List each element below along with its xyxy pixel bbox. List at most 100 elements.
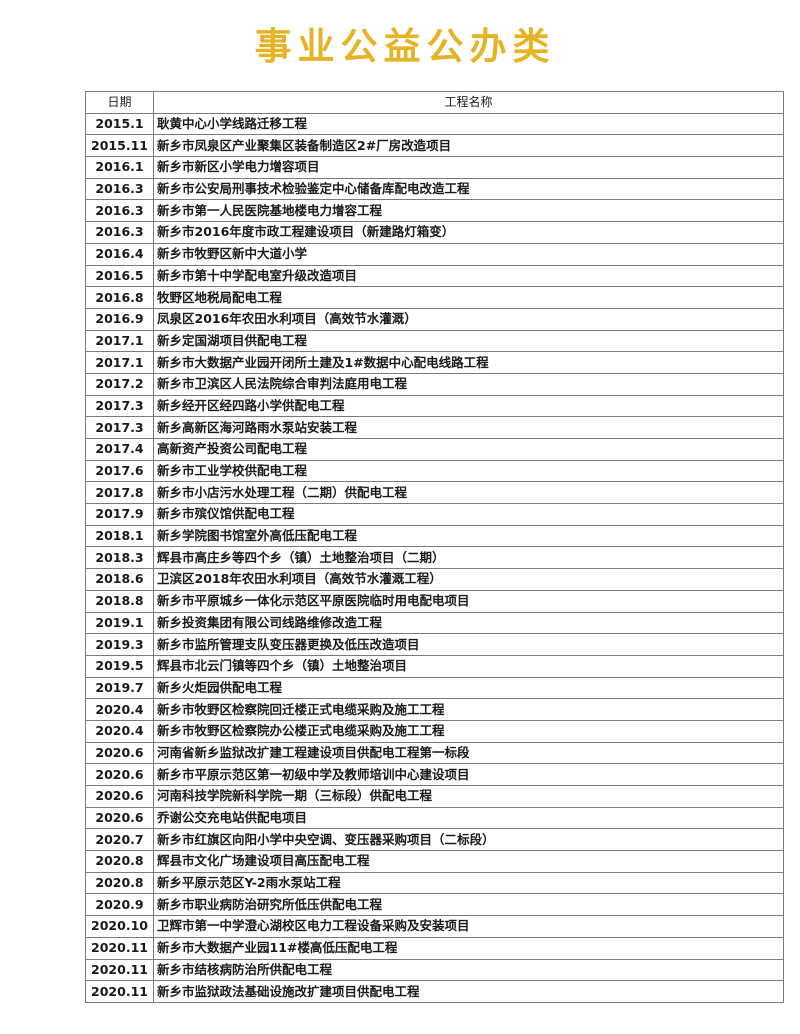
cell-project-name: 新乡市监狱政法基础设施改扩建项目供配电工程 (153, 980, 784, 1003)
cell-date: 2018.3 (85, 546, 154, 570)
cell-project-name: 新乡市卫滨区人民法院综合审判法庭用电工程 (153, 372, 784, 396)
cell-date: 2019.7 (85, 676, 154, 700)
table-row: 2017.4 高新资产投资公司配电工程 (85, 438, 784, 461)
table-row: 2016.1 新乡市新区小学电力增容项目 (85, 156, 784, 179)
table-row: 2017.3 新乡经开区经四路小学供配电工程 (85, 394, 784, 418)
table-row: 2019.1 新乡投资集团有限公司线路维修改造工程 (85, 611, 784, 635)
cell-date: 2020.8 (85, 871, 154, 895)
cell-project-name: 河南科技学院新科学院一期（三标段）供配电工程 (153, 785, 784, 808)
cell-date: 2020.9 (85, 893, 154, 917)
table-row: 2020.10 卫辉市第一中学澄心湖校区电力工程设备采购及安装项目 (85, 915, 784, 938)
cell-project-name: 新乡市大数据产业园11#楼高低压配电工程 (153, 936, 784, 960)
cell-project-name: 新乡市红旗区向阳小学中央空调、变压器采购项目（二标段） (153, 828, 784, 852)
table-row: 2020.11 新乡市结核病防治所供配电工程 (85, 958, 784, 982)
page-title: 事业公益公办类 (254, 25, 556, 68)
cell-project-name: 新乡高新区海河路雨水泵站安装工程 (153, 416, 784, 439)
table-row: 2015.1 耿黄中心小学线路迁移工程 (85, 112, 784, 136)
table-row: 2017.1 新乡定国湖项目供配电工程 (85, 329, 784, 353)
cell-project-name: 新乡市小店污水处理工程（二期）供配电工程 (153, 481, 784, 505)
table-row: 2016.3 新乡市2016年度市政工程建设项目（新建路灯箱变） (85, 221, 784, 244)
table-row: 2016.3 新乡市公安局刑事技术检验鉴定中心储备库配电改造工程 (85, 177, 784, 201)
cell-date: 2016.1 (85, 156, 154, 179)
table-row: 2018.6 卫滨区2018年农田水利项目（高效节水灌溉工程） (85, 568, 784, 591)
cell-project-name: 新乡市职业病防治研究所低压供配电工程 (153, 893, 784, 917)
table-row: 2016.5 新乡市第十中学配电室升级改造项目 (85, 264, 784, 288)
cell-date: 2020.4 (85, 719, 154, 743)
table-row: 2016.8 牧野区地税局配电工程 (85, 286, 784, 309)
header-date: 日期 (85, 91, 154, 114)
table-row: 2017.2 新乡市卫滨区人民法院综合审判法庭用电工程 (85, 372, 784, 396)
table-header-row: 日期 工程名称 (85, 91, 784, 114)
cell-project-name: 新乡市第一人民医院基地楼电力增容工程 (153, 199, 784, 223)
cell-date: 2016.4 (85, 242, 154, 266)
cell-date: 2020.10 (85, 915, 154, 938)
cell-date: 2015.11 (85, 134, 154, 158)
table-row: 2019.7 新乡火炬园供配电工程 (85, 676, 784, 700)
table-row: 2020.8 辉县市文化广场建设项目高压配电工程 (85, 850, 784, 873)
cell-date: 2017.4 (85, 438, 154, 461)
table-row: 2017.3 新乡高新区海河路雨水泵站安装工程 (85, 416, 784, 439)
cell-date: 2017.3 (85, 416, 154, 439)
table-row: 2020.7 新乡市红旗区向阳小学中央空调、变压器采购项目（二标段） (85, 828, 784, 852)
table-row: 2017.8 新乡市小店污水处理工程（二期）供配电工程 (85, 481, 784, 505)
cell-date: 2020.6 (85, 785, 154, 808)
cell-date: 2020.11 (85, 980, 154, 1003)
cell-project-name: 新乡市监所管理支队变压器更换及低压改造项目 (153, 633, 784, 656)
cell-date: 2020.4 (85, 698, 154, 721)
cell-date: 2017.1 (85, 351, 154, 374)
cell-date: 2017.9 (85, 503, 154, 526)
cell-project-name: 卫滨区2018年农田水利项目（高效节水灌溉工程） (153, 568, 784, 591)
table-row: 2018.8 新乡市平原城乡一体化示范区平原医院临时用电配电项目 (85, 589, 784, 613)
cell-project-name: 新乡市大数据产业园开闭所土建及1#数据中心配电线路工程 (153, 351, 784, 374)
cell-project-name: 新乡市2016年度市政工程建设项目（新建路灯箱变） (153, 221, 784, 244)
cell-project-name: 高新资产投资公司配电工程 (153, 438, 784, 461)
cell-date: 2020.11 (85, 958, 154, 982)
table-row: 2018.3 辉县市高庄乡等四个乡（镇）土地整治项目（二期） (85, 546, 784, 570)
cell-project-name: 新乡平原示范区Y-2雨水泵站工程 (153, 871, 784, 895)
project-table: 日期 工程名称 2015.1 耿黄中心小学线路迁移工程 2015.11 新乡市凤泉区产… (85, 91, 784, 1003)
table-row: 2017.9 新乡市殡仪馆供配电工程 (85, 503, 784, 526)
cell-project-name: 新乡学院图书馆室外高低压配电工程 (153, 524, 784, 548)
cell-project-name: 新乡市平原示范区第一初级中学及教师培训中心建设项目 (153, 763, 784, 786)
table-row: 2017.6 新乡市工业学校供配电工程 (85, 459, 784, 483)
cell-date: 2016.3 (85, 221, 154, 244)
cell-project-name: 乔谢公交充电站供配电项目 (153, 806, 784, 830)
table-row: 2019.3 新乡市监所管理支队变压器更换及低压改造项目 (85, 633, 784, 656)
cell-date: 2020.11 (85, 936, 154, 960)
table-row: 2015.11 新乡市凤泉区产业聚集区装备制造区2#厂房改造项目 (85, 134, 784, 158)
cell-project-name: 河南省新乡监狱改扩建工程建设项目供配电工程第一标段 (153, 741, 784, 765)
cell-project-name: 新乡市第十中学配电室升级改造项目 (153, 264, 784, 288)
cell-project-name: 新乡市牧野区新中大道小学 (153, 242, 784, 266)
cell-project-name: 耿黄中心小学线路迁移工程 (153, 112, 784, 136)
cell-date: 2019.5 (85, 654, 154, 678)
cell-project-name: 新乡经开区经四路小学供配电工程 (153, 394, 784, 418)
table-row: 2020.4 新乡市牧野区检察院办公楼正式电缆采购及施工工程 (85, 719, 784, 743)
cell-project-name: 新乡市凤泉区产业聚集区装备制造区2#厂房改造项目 (153, 134, 784, 158)
cell-date: 2016.3 (85, 177, 154, 201)
cell-date: 2019.1 (85, 611, 154, 635)
table-row: 2016.9 凤泉区2016年农田水利项目（高效节水灌溉） (85, 307, 784, 331)
cell-date: 2020.8 (85, 850, 154, 873)
cell-date: 2016.3 (85, 199, 154, 223)
cell-date: 2017.8 (85, 481, 154, 505)
table-row: 2020.8 新乡平原示范区Y-2雨水泵站工程 (85, 871, 784, 895)
cell-date: 2020.7 (85, 828, 154, 852)
cell-date: 2019.3 (85, 633, 154, 656)
cell-date: 2018.8 (85, 589, 154, 613)
cell-project-name: 新乡市牧野区检察院回迁楼正式电缆采购及施工工程 (153, 698, 784, 721)
cell-date: 2017.2 (85, 372, 154, 396)
table-row: 2020.6 河南省新乡监狱改扩建工程建设项目供配电工程第一标段 (85, 741, 784, 765)
cell-date: 2016.5 (85, 264, 154, 288)
cell-date: 2017.1 (85, 329, 154, 353)
cell-project-name: 新乡火炬园供配电工程 (153, 676, 784, 700)
cell-project-name: 新乡市平原城乡一体化示范区平原医院临时用电配电项目 (153, 589, 784, 613)
cell-project-name: 新乡市牧野区检察院办公楼正式电缆采购及施工工程 (153, 719, 784, 743)
cell-date: 2020.6 (85, 763, 154, 786)
table-row: 2019.5 辉县市北云门镇等四个乡（镇）土地整治项目 (85, 654, 784, 678)
cell-project-name: 新乡市新区小学电力增容项目 (153, 156, 784, 179)
header-project-name: 工程名称 (153, 91, 784, 114)
cell-project-name: 辉县市北云门镇等四个乡（镇）土地整治项目 (153, 654, 784, 678)
cell-project-name: 新乡市公安局刑事技术检验鉴定中心储备库配电改造工程 (153, 177, 784, 201)
cell-date: 2020.6 (85, 806, 154, 830)
cell-date: 2018.6 (85, 568, 154, 591)
